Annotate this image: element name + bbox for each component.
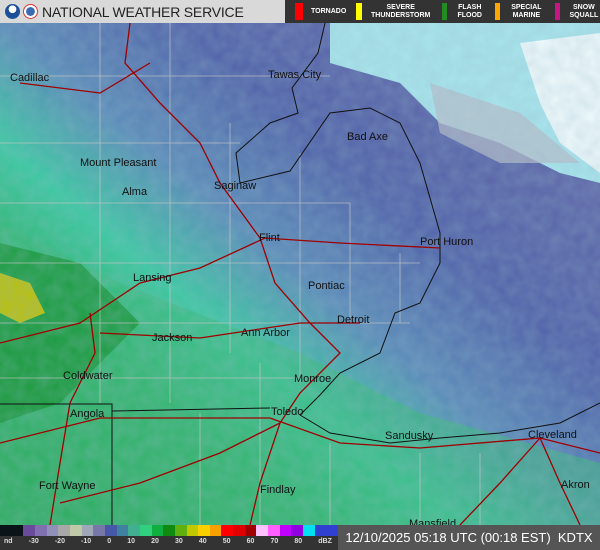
warning-key: SNOW SQUALL bbox=[554, 3, 600, 20]
scale-tick: 10 bbox=[127, 538, 136, 545]
scale-color bbox=[279, 525, 292, 536]
header: NATIONAL WEATHER SERVICE TORNADO SEVERE T… bbox=[0, 0, 600, 23]
warning-label: SEVERE THUNDERSTORM bbox=[371, 3, 431, 19]
scale-color bbox=[69, 525, 82, 536]
scale-tick: -20 bbox=[54, 538, 65, 545]
city-label: Pontiac bbox=[308, 280, 345, 292]
city-label: Fort Wayne bbox=[39, 480, 96, 492]
scale-color bbox=[23, 525, 35, 536]
warning-label: SPECIAL MARINE bbox=[511, 3, 542, 19]
scale-color bbox=[11, 525, 24, 536]
scale-tick: nd bbox=[4, 538, 13, 545]
warning-key: TORNADO bbox=[295, 3, 346, 20]
color-scale bbox=[0, 525, 339, 536]
city-label: Coldwater bbox=[63, 370, 113, 382]
scale-color bbox=[104, 525, 117, 536]
city-label: Saginaw bbox=[214, 180, 257, 192]
scale-color bbox=[303, 525, 315, 536]
radar-image bbox=[0, 22, 600, 526]
city-label: Alma bbox=[122, 186, 148, 198]
warning-swatch bbox=[356, 3, 362, 20]
warning-legend: TORNADO SEVERE THUNDERSTORM FLASH FLOOD SPE… bbox=[285, 0, 600, 23]
scale-tick: 50 bbox=[222, 538, 231, 545]
scale-color bbox=[46, 525, 59, 536]
site-title: NATIONAL WEATHER SERVICE bbox=[42, 3, 244, 20]
scale-color bbox=[209, 525, 222, 536]
city-label: Jackson bbox=[152, 332, 193, 344]
scale-tick: 70 bbox=[270, 538, 279, 545]
warning-label: TORNADO bbox=[311, 7, 347, 15]
scale-tick: dBZ bbox=[318, 538, 332, 545]
scale-color bbox=[198, 525, 210, 536]
city-label: Tawas City bbox=[268, 69, 322, 81]
scale-ticks: nd -30 -20 -10 0 10 20 30 40 50 60 70 80 dBZ bbox=[0, 536, 338, 545]
scale-tick: 0 bbox=[107, 538, 112, 545]
city-label: Cadillac bbox=[10, 72, 50, 84]
city-label: Mount Pleasant bbox=[80, 157, 157, 169]
warning-swatch bbox=[494, 3, 500, 20]
scale-tick: -30 bbox=[28, 538, 39, 545]
scale-color bbox=[151, 525, 164, 536]
scale-color bbox=[233, 525, 245, 536]
city-label: Detroit bbox=[337, 314, 370, 326]
scale-color bbox=[221, 525, 234, 536]
station-id: KDTX bbox=[557, 530, 593, 545]
warning-swatch bbox=[441, 3, 447, 20]
scale-color bbox=[268, 525, 280, 536]
scale-color bbox=[139, 525, 152, 536]
warning-key: SPECIAL MARINE bbox=[494, 3, 545, 20]
reflectivity-legend: nd -30 -20 -10 0 10 20 30 40 50 60 70 80 dBZ bbox=[0, 525, 339, 550]
city-label: Port Huron bbox=[420, 236, 474, 248]
scale-color bbox=[116, 525, 129, 536]
warning-swatch bbox=[295, 3, 303, 20]
radar-map[interactable]: Cadillac Tawas City Bad Axe Mount Pleasa… bbox=[0, 22, 600, 530]
city-label: Sandusky bbox=[385, 430, 434, 442]
warning-label: SNOW SQUALL bbox=[569, 3, 599, 19]
warning-label: FLASH FLOOD bbox=[457, 3, 482, 19]
scale-color bbox=[291, 525, 304, 536]
scale-color bbox=[174, 525, 187, 536]
warning-swatch bbox=[554, 3, 560, 20]
timestamp-bar: 12/10/2025 05:18 UTC (00:18 EST) KDTX bbox=[338, 525, 600, 550]
scale-color bbox=[34, 525, 47, 536]
scale-tick: 60 bbox=[246, 538, 255, 545]
city-label: Bad Axe bbox=[347, 131, 388, 143]
nws-brand: NATIONAL WEATHER SERVICE bbox=[0, 0, 285, 23]
scale-color bbox=[314, 525, 327, 536]
scale-color bbox=[163, 525, 175, 536]
scale-color bbox=[0, 525, 12, 536]
scale-tick: -10 bbox=[81, 538, 92, 545]
scale-tick: 20 bbox=[151, 538, 159, 545]
noaa-logo bbox=[5, 4, 20, 19]
city-label: Angola bbox=[70, 408, 105, 420]
scale-tick: 80 bbox=[294, 538, 303, 545]
city-label: Akron bbox=[561, 479, 590, 491]
scale-tick: 40 bbox=[198, 538, 207, 545]
city-label: Toledo bbox=[271, 406, 304, 418]
scale-color bbox=[58, 525, 70, 536]
timestamp: 12/10/2025 05:18 UTC (00:18 EST) bbox=[345, 530, 551, 545]
warning-key: FLASH FLOOD bbox=[441, 3, 485, 20]
scale-color bbox=[81, 525, 94, 536]
nws-logo bbox=[23, 4, 38, 19]
city-label: Monroe bbox=[294, 373, 332, 385]
warning-key: SEVERE THUNDERSTORM bbox=[356, 3, 431, 20]
city-label: Ann Arbor bbox=[241, 327, 290, 339]
city-label: Flint bbox=[259, 232, 280, 244]
scale-color bbox=[256, 525, 269, 536]
scale-tick: 30 bbox=[174, 538, 183, 545]
scale-color bbox=[326, 525, 339, 536]
scale-color bbox=[244, 525, 257, 536]
city-label: Lansing bbox=[133, 272, 172, 284]
scale-color bbox=[186, 525, 199, 536]
scale-color bbox=[93, 525, 105, 536]
city-label: Cleveland bbox=[528, 429, 577, 441]
city-label: Findlay bbox=[260, 484, 296, 496]
scale-color bbox=[128, 525, 140, 536]
